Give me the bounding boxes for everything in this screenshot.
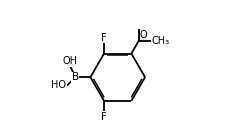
Text: OH: OH [63, 56, 78, 66]
Text: B: B [71, 72, 79, 82]
Text: HO: HO [51, 80, 66, 90]
Text: CH₃: CH₃ [151, 35, 169, 46]
Text: O: O [139, 30, 147, 40]
Text: F: F [101, 33, 106, 43]
Text: F: F [101, 112, 106, 122]
